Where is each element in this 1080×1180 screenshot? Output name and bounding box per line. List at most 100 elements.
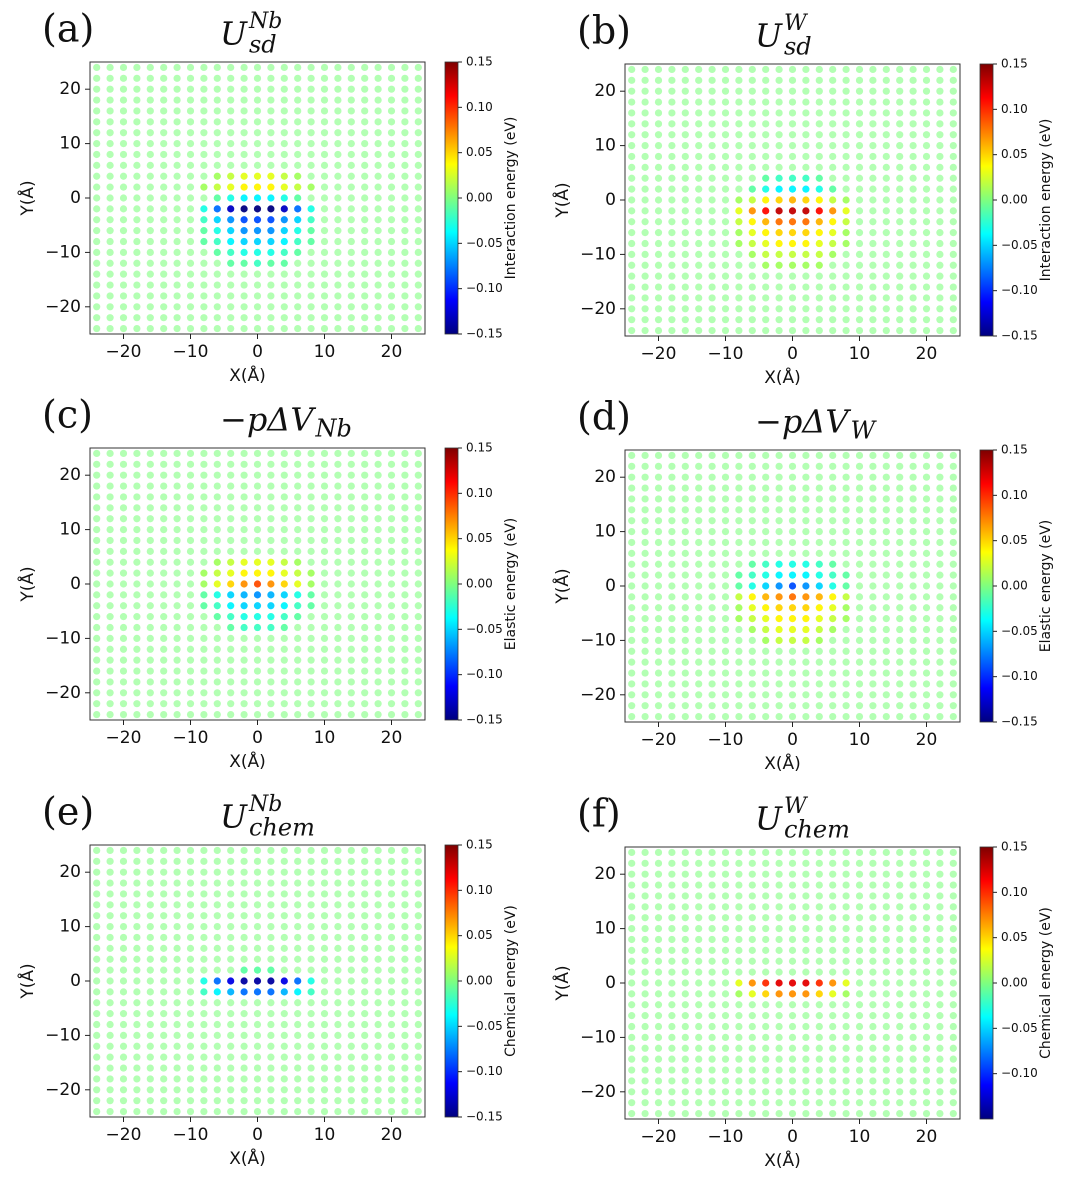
site	[160, 161, 168, 169]
site	[146, 700, 154, 708]
site	[414, 857, 422, 865]
site	[93, 1020, 101, 1029]
site	[762, 636, 770, 645]
site	[361, 536, 369, 545]
site	[173, 689, 181, 697]
site	[240, 303, 248, 311]
site	[374, 678, 382, 686]
site	[294, 74, 302, 82]
site	[869, 935, 877, 944]
site	[628, 593, 636, 601]
site	[160, 547, 168, 555]
site	[842, 647, 850, 655]
site	[294, 460, 302, 468]
site	[93, 85, 101, 93]
site	[253, 140, 262, 148]
site	[775, 316, 783, 324]
site	[93, 493, 101, 501]
site	[93, 999, 101, 1007]
site	[334, 857, 342, 865]
site	[320, 129, 329, 137]
site	[668, 658, 676, 666]
site	[227, 569, 235, 577]
site	[681, 702, 689, 710]
site	[93, 923, 101, 931]
site	[414, 1020, 422, 1029]
site	[896, 1055, 904, 1063]
site	[695, 615, 703, 623]
site	[294, 1020, 302, 1029]
site	[93, 536, 101, 545]
site	[802, 517, 810, 525]
site	[213, 449, 221, 458]
site	[200, 303, 208, 311]
site	[213, 710, 221, 719]
site	[334, 270, 342, 278]
site	[227, 107, 235, 115]
site	[802, 680, 810, 688]
site	[695, 142, 703, 150]
site	[735, 196, 743, 204]
site	[748, 239, 756, 248]
site	[387, 107, 396, 115]
site	[748, 495, 756, 503]
site	[842, 968, 850, 976]
site	[240, 292, 248, 300]
site	[227, 248, 235, 256]
site	[829, 174, 837, 182]
site	[896, 702, 904, 710]
x-tick-label: 0	[787, 1127, 798, 1147]
site	[200, 912, 208, 920]
site	[374, 667, 382, 675]
site	[106, 227, 114, 235]
site	[949, 218, 957, 226]
site	[815, 87, 823, 95]
site	[681, 65, 689, 74]
site	[361, 482, 369, 490]
site	[374, 890, 382, 898]
site	[173, 879, 181, 887]
site	[909, 990, 917, 998]
site	[802, 250, 810, 258]
site	[842, 593, 850, 601]
site	[320, 890, 329, 898]
site	[387, 901, 396, 909]
site	[762, 1001, 770, 1009]
site	[762, 484, 770, 492]
site	[882, 484, 890, 492]
site	[253, 912, 262, 920]
site	[361, 504, 369, 512]
site	[735, 207, 743, 215]
site	[160, 150, 168, 159]
site	[654, 593, 663, 601]
y-tick-label: −10	[45, 242, 81, 262]
site	[253, 846, 262, 855]
site	[668, 892, 676, 900]
site	[401, 846, 409, 855]
site	[762, 65, 770, 74]
site	[186, 933, 195, 942]
site	[307, 449, 315, 458]
site	[936, 326, 944, 335]
site	[735, 120, 743, 128]
site	[829, 131, 837, 139]
site	[387, 645, 396, 653]
site	[815, 848, 823, 857]
site	[842, 560, 850, 568]
site	[628, 218, 636, 226]
site	[106, 999, 114, 1007]
site	[160, 493, 168, 501]
panel-title-sub: sd	[249, 31, 277, 59]
site	[374, 879, 382, 887]
site	[146, 613, 154, 621]
site	[762, 702, 770, 710]
site	[882, 914, 890, 922]
site	[909, 152, 917, 161]
site	[681, 979, 689, 987]
site	[748, 506, 756, 514]
site	[815, 582, 823, 590]
site	[842, 528, 850, 536]
site	[695, 261, 703, 269]
site	[909, 316, 917, 324]
site	[735, 903, 743, 911]
